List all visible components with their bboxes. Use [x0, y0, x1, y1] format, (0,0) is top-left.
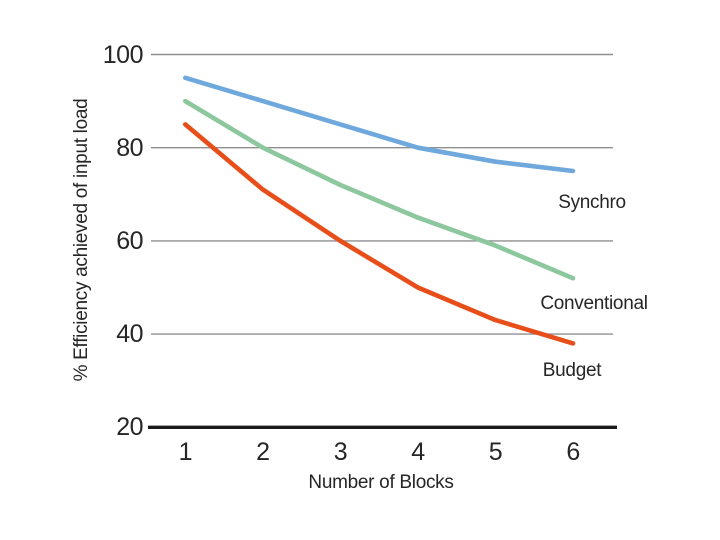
series-label-conventional: Conventional	[540, 293, 648, 314]
x-tick-label-4: 4	[411, 438, 425, 466]
x-tick-label-3: 3	[333, 438, 348, 466]
x-tick-label-5: 5	[488, 438, 503, 466]
series-label-budget: Budget	[542, 360, 602, 381]
y-tick-label-60: 60	[116, 226, 143, 255]
y-tick-label-20: 20	[116, 413, 143, 442]
x-tick-label-1: 1	[178, 438, 193, 466]
series-line-conventional	[183, 98, 576, 281]
y-tick-label-80: 80	[116, 133, 143, 162]
y-tick-label-100: 100	[102, 40, 144, 69]
series-line-budget	[183, 122, 576, 346]
x-axis-title: Number of Blocks	[308, 472, 454, 493]
x-tick-label-6: 6	[566, 438, 580, 466]
x-tick-label-2: 2	[256, 438, 270, 466]
series-label-synchro: Synchro	[558, 192, 626, 213]
y-tick-label-40: 40	[116, 320, 143, 349]
series-line-synchro	[183, 75, 576, 174]
